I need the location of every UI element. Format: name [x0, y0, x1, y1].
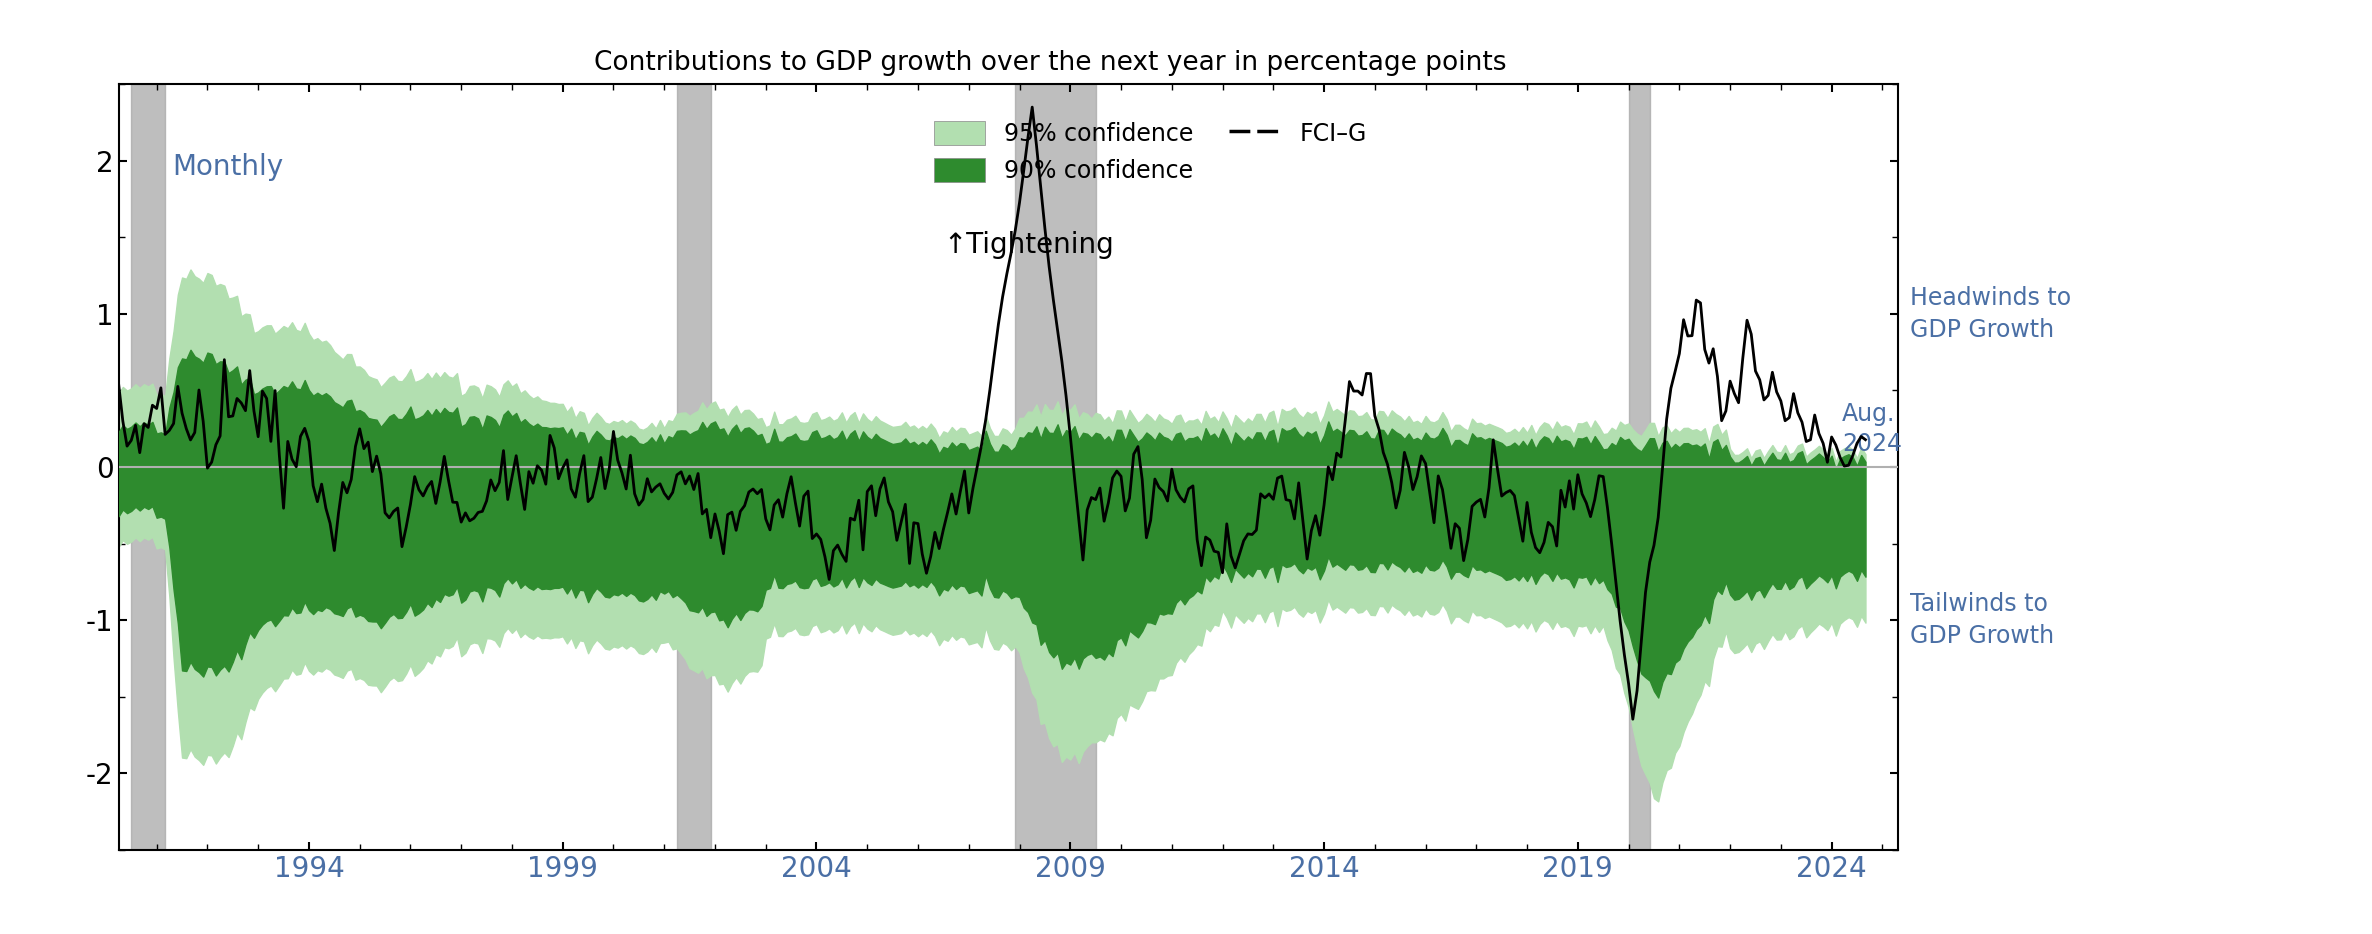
Text: Headwinds to
GDP Growth: Headwinds to GDP Growth — [1909, 286, 2071, 342]
Text: Aug.
2024: Aug. 2024 — [1841, 402, 1902, 456]
Text: Monthly: Monthly — [171, 153, 282, 181]
Bar — [130, 84, 166, 850]
Bar — [1630, 84, 1651, 850]
Text: Contributions to GDP growth over the next year in percentage points: Contributions to GDP growth over the nex… — [593, 50, 1506, 77]
Bar — [676, 84, 712, 850]
Legend: 95% confidence, 90% confidence, FCI–G: 95% confidence, 90% confidence, FCI–G — [925, 111, 1376, 192]
Text: ↑Tightening: ↑Tightening — [944, 231, 1115, 259]
Bar — [1015, 84, 1096, 850]
Text: Tailwinds to
GDP Growth: Tailwinds to GDP Growth — [1909, 592, 2054, 648]
